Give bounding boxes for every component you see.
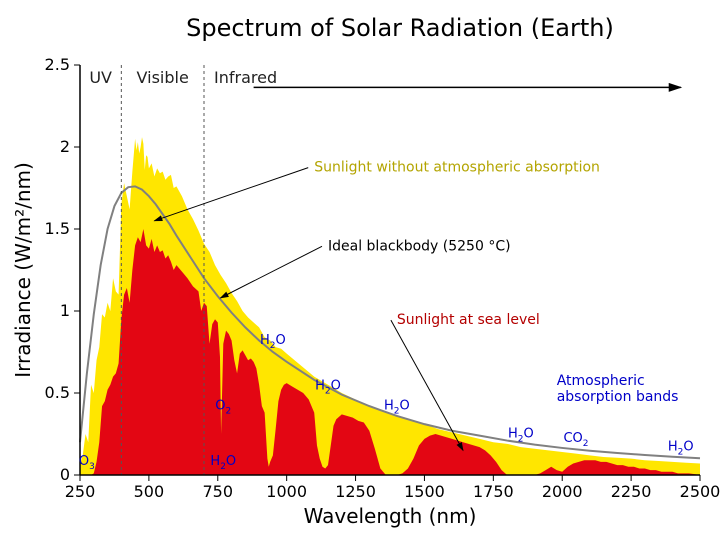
solar-spectrum-chart: Spectrum of Solar Radiation (Earth) UV Vis… <box>0 0 728 542</box>
x-tick-label: 2000 <box>542 482 583 501</box>
molecule-label: H2O <box>668 439 694 457</box>
y-tick-label: 2.5 <box>45 55 70 74</box>
x-tick-label: 1000 <box>266 482 307 501</box>
annot-absorption-line1: Atmospheric <box>557 373 645 389</box>
y-tick-label: 1 <box>60 301 70 320</box>
x-axis-label: Wavelength (nm) <box>304 504 477 528</box>
region-label-visible: Visible <box>137 68 189 87</box>
chart-title: Spectrum of Solar Radiation (Earth) <box>186 14 614 42</box>
annot-top-atmo-label: Sunlight without atmospheric absorption <box>314 160 600 176</box>
x-tick-label: 500 <box>134 482 165 501</box>
y-tick-label: 0.5 <box>45 383 70 402</box>
region-label-infrared: Infrared <box>214 68 277 87</box>
x-tick-label: 1750 <box>473 482 514 501</box>
y-tick-label: 0 <box>60 465 70 484</box>
x-tick-label: 1250 <box>335 482 376 501</box>
annot-absorption-line2: absorption bands <box>557 389 679 405</box>
x-tick-label: 250 <box>65 482 96 501</box>
chart-svg: Spectrum of Solar Radiation (Earth) UV Vis… <box>0 0 728 542</box>
x-tick-label: 750 <box>203 482 234 501</box>
y-axis-label: Irradiance (W/m²/nm) <box>11 162 35 378</box>
region-label-uv: UV <box>89 68 112 87</box>
annot-blackbody-arrow <box>221 246 322 298</box>
y-tick-label: 1.5 <box>45 219 70 238</box>
x-tick-label: 2500 <box>680 482 721 501</box>
x-tick-label: 2250 <box>611 482 652 501</box>
annot-blackbody-label: Ideal blackbody (5250 °C) <box>328 238 511 254</box>
annot-sea-level-label: Sunlight at sea level <box>397 312 540 328</box>
molecule-label: CO2 <box>563 431 588 449</box>
y-tick-label: 2 <box>60 137 70 156</box>
x-tick-label: 1500 <box>404 482 445 501</box>
